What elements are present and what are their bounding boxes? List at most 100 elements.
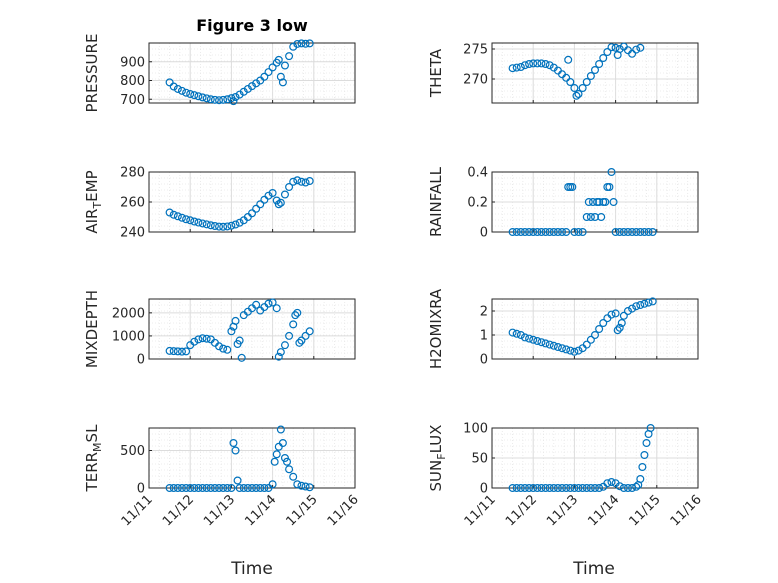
data-point xyxy=(605,183,614,192)
data-point xyxy=(545,228,554,237)
data-point xyxy=(549,484,558,493)
data-point xyxy=(632,45,641,54)
y-tick-label: 50 xyxy=(471,452,488,467)
data-point xyxy=(194,218,203,227)
data-point xyxy=(578,83,587,92)
y-tick-label: 0 xyxy=(480,226,488,241)
data-point xyxy=(562,345,571,354)
data-point xyxy=(256,200,265,209)
data-point xyxy=(607,43,616,52)
data-point xyxy=(305,177,314,186)
data-point xyxy=(595,59,604,68)
data-point xyxy=(165,208,174,217)
data-point xyxy=(609,198,618,207)
data-point xyxy=(541,59,550,68)
data-point xyxy=(291,311,300,320)
data-point xyxy=(615,323,624,332)
data-point xyxy=(227,327,236,336)
axes-box xyxy=(491,171,699,233)
data-point xyxy=(599,53,608,62)
data-point xyxy=(231,446,240,455)
data-point xyxy=(529,59,538,68)
y-axis-label: H2OMIXRA xyxy=(427,288,445,369)
y-axis-label: PRESSURE xyxy=(83,34,101,113)
data-point xyxy=(529,228,538,237)
data-point xyxy=(278,78,287,87)
data-point xyxy=(198,93,207,102)
data-point xyxy=(229,439,238,448)
data-point xyxy=(558,228,567,237)
data-point xyxy=(190,91,199,100)
data-point xyxy=(636,301,645,310)
data-point xyxy=(566,77,575,86)
data-point xyxy=(186,89,195,98)
data-point xyxy=(301,482,310,491)
data-point xyxy=(520,228,529,237)
data-point xyxy=(182,484,191,493)
data-point xyxy=(595,198,604,207)
data-point xyxy=(516,62,525,71)
data-point xyxy=(198,219,207,228)
data-point xyxy=(215,222,224,231)
subplot-h2omixra: 0 1 2 H2OMIXRA xyxy=(427,288,699,369)
y-axis-label: AIRTEMP xyxy=(83,170,104,233)
data-point xyxy=(619,484,628,493)
data-point xyxy=(223,484,232,493)
data-point xyxy=(520,333,529,342)
data-point xyxy=(223,222,232,231)
x-axis-label-right: Time xyxy=(572,559,615,579)
data-point xyxy=(235,484,244,493)
data-point xyxy=(190,484,199,493)
data-point xyxy=(231,92,240,101)
data-point xyxy=(537,228,546,237)
data-point xyxy=(235,336,244,345)
data-point xyxy=(607,168,616,177)
data-point xyxy=(525,228,534,237)
data-point xyxy=(206,484,215,493)
subplot-pressure: 700 800 900 PRESSURE xyxy=(83,34,356,113)
y-tick-label: 1000 xyxy=(112,329,145,344)
y-tick-label: 1 xyxy=(480,329,488,344)
data-point xyxy=(202,220,211,229)
data-point xyxy=(202,484,211,493)
y-tick-label: 100 xyxy=(463,422,488,437)
axes-box xyxy=(148,42,356,104)
y-tick-label: 0 xyxy=(137,353,145,368)
data-point xyxy=(219,222,228,231)
data-point xyxy=(289,320,298,329)
data-point xyxy=(537,59,546,68)
y-axis-label: TERRMSL xyxy=(83,424,104,493)
data-point xyxy=(553,484,562,493)
data-point xyxy=(297,177,306,186)
axes-box xyxy=(148,298,356,360)
data-point xyxy=(628,49,637,58)
data-point xyxy=(256,484,265,493)
y-axis-label: MIXDEPTH xyxy=(83,290,101,368)
data-point xyxy=(173,84,182,93)
data-point xyxy=(644,298,653,307)
y-tick-label: 900 xyxy=(120,55,145,70)
data-point xyxy=(280,61,289,70)
data-point xyxy=(558,484,567,493)
data-point xyxy=(520,61,529,70)
data-point xyxy=(640,299,649,308)
data-point xyxy=(297,336,306,345)
axes-box xyxy=(491,298,699,360)
data-point xyxy=(293,39,302,48)
data-point xyxy=(582,213,591,222)
data-point xyxy=(190,337,199,346)
data-point xyxy=(173,347,182,356)
data-point xyxy=(274,352,283,361)
data-point xyxy=(582,484,591,493)
data-point xyxy=(525,484,534,493)
data-point xyxy=(268,480,277,489)
data-point xyxy=(545,340,554,349)
data-point xyxy=(198,334,207,343)
y-axis-label: THETA xyxy=(427,48,445,98)
data-point xyxy=(628,228,637,237)
data-point xyxy=(264,68,273,77)
data-point xyxy=(194,484,203,493)
data-point xyxy=(570,347,579,356)
data-point xyxy=(611,309,620,318)
